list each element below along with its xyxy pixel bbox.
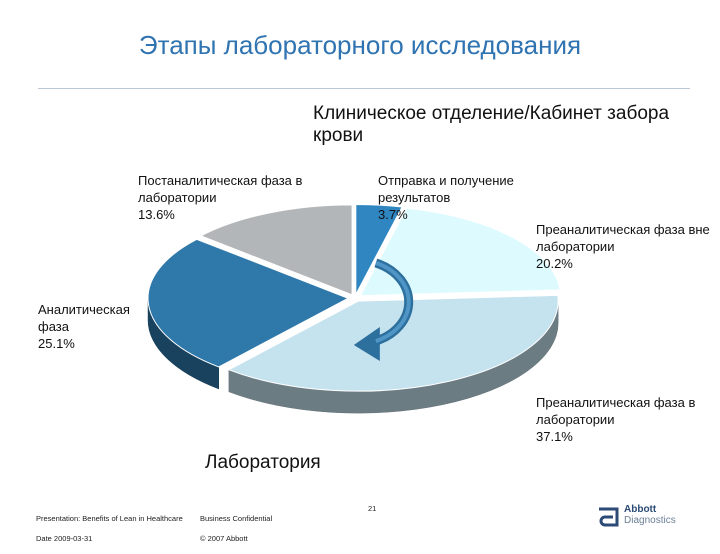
laboratory-label: Лаборатория xyxy=(205,452,321,473)
pie-slice-3-top xyxy=(227,294,559,392)
slice-label-analytic-text: Аналитическая фаза xyxy=(38,302,130,334)
page-number: 21 xyxy=(368,504,377,513)
slice-label-analytic-value: 25.1% xyxy=(38,336,75,351)
flow-arrow-highlight xyxy=(375,261,411,343)
logo-division: Diagnostics xyxy=(624,515,676,526)
slice-label-delivery-value: 3.7% xyxy=(378,207,408,222)
footer-confidential-text: Business Confidential xyxy=(200,514,273,523)
slice-label-delivery-text: Отправка и получение результатов xyxy=(378,173,514,205)
slice-label-preanalytic-outside: Преаналитическая фаза вне лаборатории 20… xyxy=(536,204,716,289)
chart-subtitle: Клиническое отделение/Кабинет забора кро… xyxy=(313,103,670,146)
footer-presentation: Presentation: Benefits of Lean in Health… xyxy=(36,504,206,554)
abbott-logo-icon xyxy=(599,507,619,527)
slice-label-analytic: Аналитическая фаза 25.1% xyxy=(38,284,148,369)
slice-label-delivery: Отправка и получение результатов 3.7% xyxy=(378,155,543,240)
slice-label-preanalytic-outside-value: 20.2% xyxy=(536,256,573,271)
abbott-logo-text: Abbott Diagnostics xyxy=(624,504,676,526)
slice-label-preanalytic-inside: Преаналитическая фаза в лаборатории 37.1… xyxy=(536,377,716,462)
pie-slice-4-top xyxy=(147,238,350,368)
page-title: Этапы лабораторного исследования xyxy=(138,30,582,60)
slice-label-postanalytic: Постаналитическая фаза в лаборатории 13.… xyxy=(138,155,338,240)
title-divider xyxy=(38,88,690,89)
slice-label-postanalytic-value: 13.6% xyxy=(138,207,175,222)
footer-copyright: © 2007 Abbott xyxy=(200,534,248,543)
footer-confidential: Business Confidential © 2007 Abbott xyxy=(200,504,300,554)
footer-presentation-title: Presentation: Benefits of Lean in Health… xyxy=(36,514,183,523)
slice-label-preanalytic-inside-text: Преаналитическая фаза в лаборатории xyxy=(536,395,696,427)
slice-label-postanalytic-text: Постаналитическая фаза в лаборатории xyxy=(138,173,303,205)
flow-arrow-head-icon xyxy=(353,327,380,362)
pie-slice-1-top xyxy=(355,204,403,295)
pie-chart xyxy=(147,204,561,414)
pie-slice-5-top xyxy=(199,204,353,296)
pie-slice-2-top xyxy=(359,207,561,297)
logo-name: Abbott xyxy=(624,504,657,515)
footer-date: Date 2009-03-31 xyxy=(36,534,93,543)
slice-label-preanalytic-outside-text: Преаналитическая фаза вне лаборатории xyxy=(536,222,710,254)
slice-label-preanalytic-inside-value: 37.1% xyxy=(536,429,573,444)
